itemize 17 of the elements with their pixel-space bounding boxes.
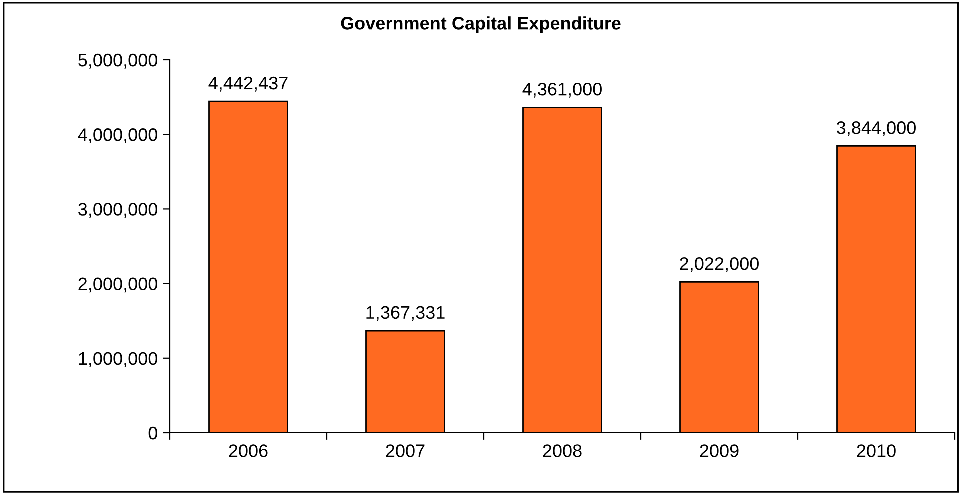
y-tick-label: 0 <box>148 426 158 440</box>
y-tick-label: 3,000,000 <box>78 203 158 218</box>
x-tick-label: 2007 <box>386 444 425 458</box>
y-tick-label: 4,000,000 <box>78 128 158 144</box>
chart-title: Government Capital Expenditure <box>341 16 621 34</box>
data-label: 1,367,331 <box>366 306 445 322</box>
y-tick-label: 5,000,000 <box>78 54 158 69</box>
x-tick-label: 2010 <box>857 444 896 458</box>
x-tick-label: 2008 <box>543 444 582 458</box>
data-label: 4,361,000 <box>522 82 602 98</box>
x-tick-label: 2006 <box>229 444 268 458</box>
data-label: 4,442,437 <box>208 76 288 92</box>
x-tick-label: 2009 <box>700 444 739 458</box>
y-tick-label: 2,000,000 <box>78 278 158 293</box>
data-label: 3,844,000 <box>837 122 916 136</box>
data-label: 2,022,000 <box>680 257 759 272</box>
y-tick-label: 1,000,000 <box>79 352 158 368</box>
